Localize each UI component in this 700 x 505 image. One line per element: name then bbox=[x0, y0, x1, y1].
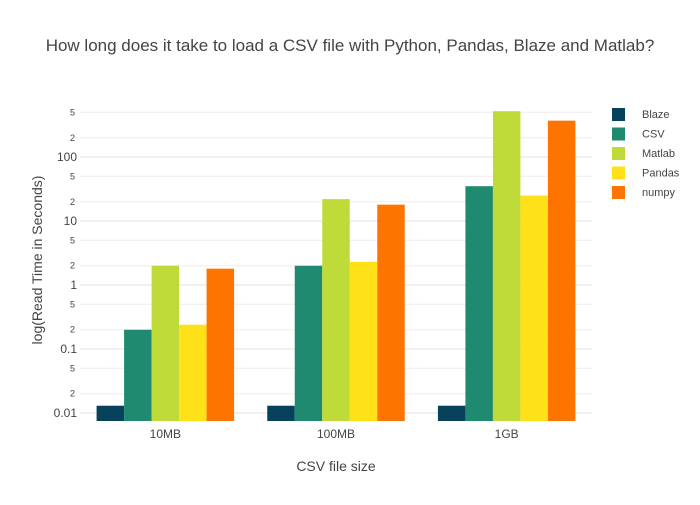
y-tick-minor-label: 2 bbox=[70, 133, 75, 143]
y-tick-label: 0.01 bbox=[54, 406, 78, 420]
y-tick-minor-label: 2 bbox=[70, 389, 75, 399]
bar-pandas-1gb[interactable] bbox=[520, 195, 548, 421]
bar-pandas-10mb[interactable] bbox=[179, 324, 207, 421]
x-tick-label: 100MB bbox=[317, 427, 355, 441]
y-tick-minor-label: 5 bbox=[70, 299, 75, 309]
legend-item-csv[interactable]: CSV bbox=[612, 127, 665, 141]
bar-numpy-1gb[interactable] bbox=[547, 120, 576, 421]
y-tick-label: 10 bbox=[64, 214, 78, 228]
bar-blaze-100mb[interactable] bbox=[267, 405, 295, 421]
legend-label: Pandas bbox=[642, 168, 680, 180]
legend-label: CSV bbox=[642, 129, 665, 141]
legend-item-matlab[interactable]: Matlab bbox=[612, 147, 675, 160]
x-axis-title: CSV file size bbox=[296, 458, 376, 474]
legend-label: Blaze bbox=[642, 109, 670, 121]
legend-label: Matlab bbox=[642, 148, 675, 160]
bar-csv-10mb[interactable] bbox=[124, 329, 152, 421]
bar-csv-100mb[interactable] bbox=[294, 265, 323, 421]
y-tick-minor-label: 2 bbox=[70, 261, 75, 271]
x-axis-ticks: 10MB 100MB 1GB bbox=[150, 427, 519, 441]
x-tick-label: 10MB bbox=[150, 427, 181, 441]
y-tick-minor-label: 5 bbox=[70, 235, 75, 245]
y-tick-minor-label: 2 bbox=[70, 197, 75, 207]
bar-numpy-100mb[interactable] bbox=[377, 204, 405, 421]
chart-title: How long does it take to load a CSV file… bbox=[46, 36, 655, 55]
y-tick-label: 100 bbox=[57, 150, 77, 164]
y-tick-minor-label: 5 bbox=[70, 171, 75, 181]
y-tick-minor-label: 5 bbox=[70, 363, 75, 373]
legend-swatch bbox=[612, 166, 625, 180]
legend-item-blaze[interactable]: Blaze bbox=[612, 108, 670, 121]
legend-swatch bbox=[612, 186, 625, 199]
legend-item-pandas[interactable]: Pandas bbox=[612, 166, 680, 180]
bar-matlab-10mb[interactable] bbox=[151, 265, 180, 421]
y-tick-label: 0.1 bbox=[60, 342, 77, 356]
legend-swatch bbox=[612, 127, 625, 141]
legend-swatch bbox=[612, 108, 625, 121]
bars bbox=[96, 111, 576, 422]
bar-blaze-1gb[interactable] bbox=[437, 405, 466, 421]
legend: Blaze CSV Matlab Pandas numpy bbox=[612, 108, 680, 199]
bar-blaze-10mb[interactable] bbox=[96, 405, 125, 421]
y-axis-title: log(Read Time in Seconds) bbox=[29, 176, 45, 345]
y-tick-minor-label: 5 bbox=[70, 107, 75, 117]
x-tick-label: 1GB bbox=[495, 427, 519, 441]
y-tick-label: 1 bbox=[70, 278, 77, 292]
bar-pandas-100mb[interactable] bbox=[349, 261, 378, 421]
bar-csv-1gb[interactable] bbox=[465, 186, 493, 421]
legend-item-numpy[interactable]: numpy bbox=[612, 186, 676, 199]
bar-numpy-10mb[interactable] bbox=[206, 268, 235, 421]
legend-swatch bbox=[612, 147, 625, 160]
legend-label: numpy bbox=[642, 187, 676, 199]
y-tick-minor-label: 2 bbox=[70, 325, 75, 335]
bar-matlab-1gb[interactable] bbox=[492, 111, 521, 422]
y-axis-ticks: 2 5 2 5 2 5 2 5 2 5 0.01 0.1 1 10 100 bbox=[54, 107, 78, 420]
bar-matlab-100mb[interactable] bbox=[322, 199, 350, 421]
